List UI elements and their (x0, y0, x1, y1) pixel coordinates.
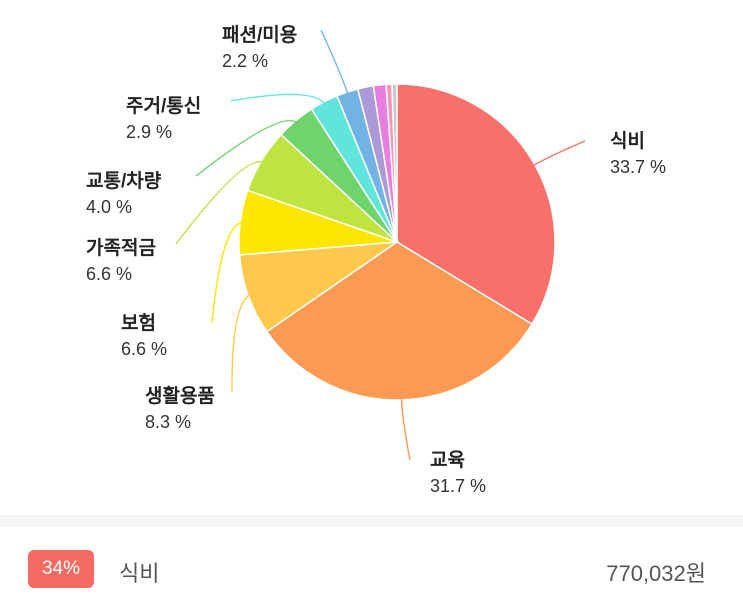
leader-line (400, 395, 411, 461)
pie-chart[interactable]: 식비 33.7 % 교육 31.7 % 생활용품 8.3 % 보험 6.6 % 가족적금 6.6 … (0, 0, 743, 515)
leader-line (231, 293, 253, 393)
slice-percent-label: 4.0 % (86, 197, 132, 217)
percent-badge: 34% (28, 550, 94, 588)
slice-label: 가족적금 (86, 237, 156, 259)
slice-percent-label: 6.6 % (121, 339, 167, 359)
leader-line (195, 120, 299, 177)
slice-label: 주거/통신 (126, 95, 201, 117)
slice-label: 보험 (121, 312, 156, 334)
amount-value: 770,032원 (606, 561, 706, 586)
slice-label: 교통/차량 (86, 170, 162, 192)
slice-percent-label: 2.9 % (126, 122, 172, 142)
pie-slice[interactable] (391, 83, 398, 243)
category-label: 식비 (119, 561, 160, 586)
leader-line (230, 93, 327, 106)
leader-line (530, 140, 586, 168)
slice-label: 패션/미용 (222, 24, 297, 46)
leader-line (320, 29, 350, 97)
leader-line (175, 160, 266, 245)
slice-label: 교육 (430, 449, 465, 471)
slice-percent-label: 2.2 % (222, 51, 268, 71)
pie-chart-area: 식비 33.7 % 교육 31.7 % 생활용품 8.3 % 보험 6.6 % 가족적금 6.6 … (0, 0, 743, 515)
category-summary-row[interactable]: 34% 식비 770,032원 (0, 527, 743, 604)
section-divider (0, 515, 743, 527)
slice-label: 생활용품 (145, 385, 215, 407)
slice-percent-label: 8.3 % (145, 412, 191, 432)
slice-percent-label: 33.7 % (610, 157, 666, 177)
slice-label: 식비 (610, 130, 645, 152)
slice-percent-label: 31.7 % (430, 476, 486, 496)
leader-line (211, 221, 245, 323)
slice-percent-label: 6.6 % (86, 264, 132, 284)
